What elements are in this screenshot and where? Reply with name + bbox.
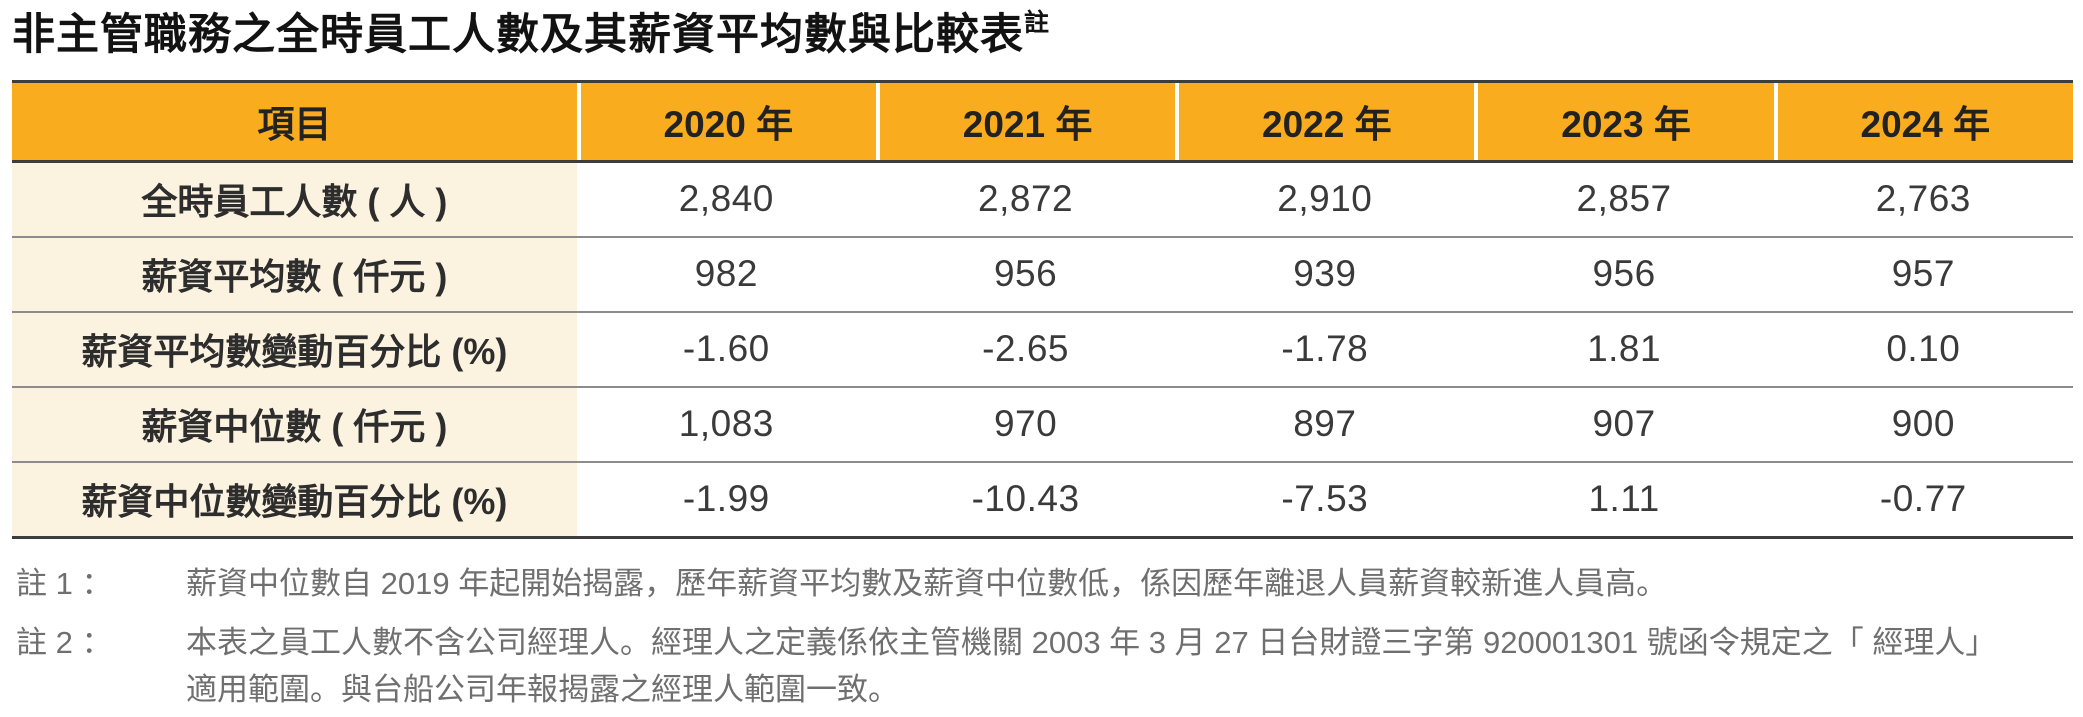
row-value: -10.43 (971, 478, 1080, 520)
table-row: 薪資平均數 ( 仟元 ) 982 956 939 956 957 (12, 237, 2073, 313)
row-value: -1.99 (682, 478, 770, 520)
footnote-label: 註 2 ： (16, 625, 113, 661)
table-row: 全時員工人數 ( 人 ) 2,840 2,872 2,910 2,857 2,763 (12, 162, 2073, 238)
table-header-row: 項目 2020 年 2021 年 2022 年 2023 年 2024 年 (12, 82, 2073, 163)
header-cell-item: 項目 (257, 104, 332, 146)
row-value: 1,083 (678, 403, 774, 445)
row-value: -0.77 (1879, 478, 1967, 520)
row-value: -1.60 (682, 328, 770, 370)
header-cell-year: 2022 年 (1175, 82, 1474, 160)
page-title-text: 非主管職務之全時員工人數及其薪資平均數與比較表 (12, 11, 1024, 59)
footnote-text: 薪資中位數自 2019 年起開始揭露，歷年薪資平均數及薪資中位數低，係因歷年離退… (186, 561, 2073, 608)
row-value: 939 (1293, 253, 1357, 295)
row-value: 970 (993, 403, 1058, 445)
row-value: 957 (1891, 253, 1955, 295)
row-value: -2.65 (982, 328, 1069, 370)
header-cell-year: 2021 年 (875, 82, 1175, 160)
row-value: 2,857 (1576, 178, 1672, 220)
row-value: 897 (1293, 403, 1357, 445)
row-value: -1.78 (1281, 328, 1369, 370)
footnote-text: 本表之員工人數不含公司經理人。經理人之定義係依主管機關 2003 年 3 月 2… (186, 620, 2073, 713)
row-value: 956 (993, 253, 1058, 295)
page-title: 非主管職務之全時員工人數及其薪資平均數與比較表註 (12, 8, 2073, 63)
row-value: 907 (1592, 403, 1656, 445)
footnote-line: 薪資中位數自 2019 年起開始揭露，歷年薪資平均數及薪資中位數低，係因歷年離退… (186, 565, 1668, 601)
row-value: 2,872 (978, 178, 1074, 220)
page-title-footnote-marker: 註 (1024, 9, 1050, 37)
row-value: 0.10 (1886, 328, 1961, 370)
footnote-line: 本表之員工人數不含公司經理人。經理人之定義係依主管機關 2003 年 3 月 2… (186, 625, 1997, 661)
data-table: 項目 2020 年 2021 年 2022 年 2023 年 2024 年 全時員工人數 … (12, 79, 2073, 539)
row-label: 薪資中位數變動百分比 (%) (12, 462, 577, 536)
footnote-line: 適用範圍。與台船公司年報揭露之經理人範圍一致。 (186, 671, 899, 707)
table-row: 薪資中位數變動百分比 (%) -1.99 -10.43 -7.53 1.11 -0.77 (12, 462, 2073, 536)
table-row: 薪資平均數變動百分比 (%) -1.60 -2.65 -1.78 1.81 0.10 (12, 312, 2073, 388)
row-value: 2,840 (678, 178, 774, 220)
header-cell-year: 2020 年 (576, 82, 876, 160)
row-value: 2,763 (1875, 178, 1971, 220)
row-value: -7.53 (1281, 478, 1369, 520)
header-cell-year: 2024 年 (1773, 82, 2073, 160)
table-row: 薪資中位數 ( 仟元 ) 1,083 970 897 907 900 (12, 387, 2073, 463)
row-value: 1.11 (1588, 478, 1660, 520)
row-value: 1.81 (1587, 328, 1662, 370)
row-value: 982 (694, 253, 758, 295)
footnote-label: 註 1 ： (16, 565, 113, 601)
footnotes: 註 1 ： 薪資中位數自 2019 年起開始揭露，歷年薪資平均數及薪資中位數低，係… (16, 561, 2073, 714)
row-label: 薪資平均數變動百分比 (%) (12, 312, 577, 386)
row-value: 2,910 (1277, 178, 1373, 220)
row-value: 900 (1891, 403, 1955, 445)
footnote: 註 2 ： 本表之員工人數不含公司經理人。經理人之定義係依主管機關 2003 年 … (16, 620, 2073, 713)
row-value: 956 (1592, 253, 1656, 295)
row-label: 薪資平均數 ( 仟元 ) (12, 237, 577, 311)
footnote: 註 1 ： 薪資中位數自 2019 年起開始揭露，歷年薪資平均數及薪資中位數低，係… (16, 561, 2073, 608)
row-label: 全時員工人數 ( 人 ) (12, 162, 577, 236)
header-cell-year: 2023 年 (1474, 82, 1773, 160)
row-label: 薪資中位數 ( 仟元 ) (12, 387, 577, 461)
table-body: 全時員工人數 ( 人 ) 2,840 2,872 2,910 2,857 2,763 薪資平… (12, 162, 2073, 536)
